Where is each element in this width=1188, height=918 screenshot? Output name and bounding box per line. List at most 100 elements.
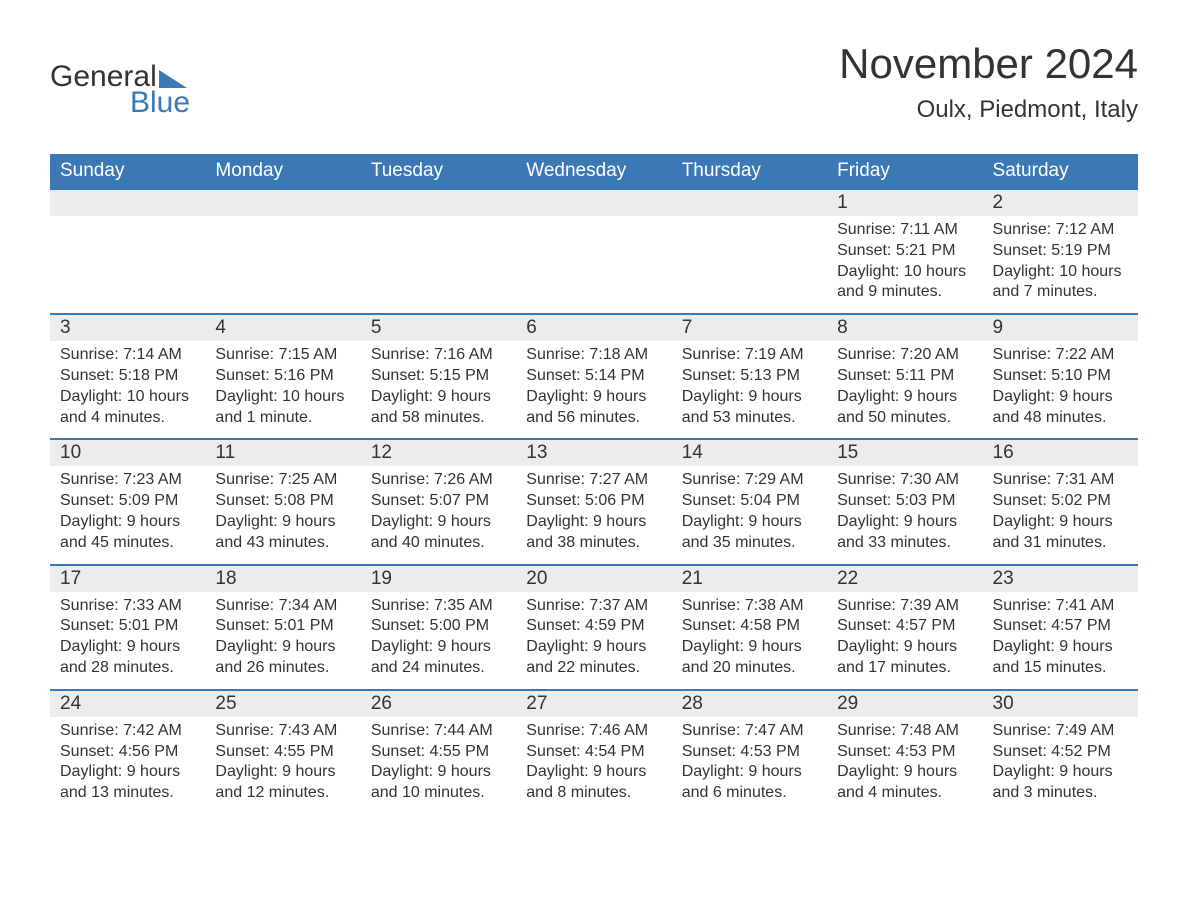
day-number: 11 — [205, 440, 360, 466]
daylight-text: Daylight: 9 hours and 24 minutes. — [371, 637, 506, 679]
day-cell — [50, 190, 205, 313]
day-cell: 21Sunrise: 7:38 AMSunset: 4:58 PMDayligh… — [672, 566, 827, 689]
daylight-text: Daylight: 9 hours and 33 minutes. — [837, 512, 972, 554]
sunset-text: Sunset: 4:56 PM — [60, 742, 195, 763]
day-cell: 13Sunrise: 7:27 AMSunset: 5:06 PMDayligh… — [516, 440, 671, 563]
day-number — [672, 190, 827, 216]
day-cell: 25Sunrise: 7:43 AMSunset: 4:55 PMDayligh… — [205, 691, 360, 814]
daylight-text: Daylight: 9 hours and 3 minutes. — [993, 762, 1128, 804]
weekday-cell: Sunday — [50, 154, 205, 188]
daylight-text: Daylight: 9 hours and 28 minutes. — [60, 637, 195, 679]
sunrise-text: Sunrise: 7:29 AM — [682, 470, 817, 491]
sunset-text: Sunset: 5:10 PM — [993, 366, 1128, 387]
day-number: 9 — [983, 315, 1138, 341]
day-number — [205, 190, 360, 216]
sunrise-text: Sunrise: 7:31 AM — [993, 470, 1128, 491]
daylight-text: Daylight: 10 hours and 7 minutes. — [993, 262, 1128, 304]
day-cell: 29Sunrise: 7:48 AMSunset: 4:53 PMDayligh… — [827, 691, 982, 814]
day-body: Sunrise: 7:34 AMSunset: 5:01 PMDaylight:… — [205, 592, 360, 689]
sunrise-text: Sunrise: 7:43 AM — [215, 721, 350, 742]
sunset-text: Sunset: 5:09 PM — [60, 491, 195, 512]
sunset-text: Sunset: 4:53 PM — [682, 742, 817, 763]
sunset-text: Sunset: 5:02 PM — [993, 491, 1128, 512]
week-row: 10Sunrise: 7:23 AMSunset: 5:09 PMDayligh… — [50, 438, 1138, 563]
day-cell: 15Sunrise: 7:30 AMSunset: 5:03 PMDayligh… — [827, 440, 982, 563]
sunrise-text: Sunrise: 7:30 AM — [837, 470, 972, 491]
day-cell: 17Sunrise: 7:33 AMSunset: 5:01 PMDayligh… — [50, 566, 205, 689]
header: General Blue November 2024 Oulx, Piedmon… — [50, 40, 1138, 124]
day-number: 2 — [983, 190, 1138, 216]
day-cell: 14Sunrise: 7:29 AMSunset: 5:04 PMDayligh… — [672, 440, 827, 563]
day-number: 27 — [516, 691, 671, 717]
day-number: 3 — [50, 315, 205, 341]
day-cell: 23Sunrise: 7:41 AMSunset: 4:57 PMDayligh… — [983, 566, 1138, 689]
sunset-text: Sunset: 4:53 PM — [837, 742, 972, 763]
day-number: 30 — [983, 691, 1138, 717]
sunrise-text: Sunrise: 7:41 AM — [993, 596, 1128, 617]
daylight-text: Daylight: 9 hours and 12 minutes. — [215, 762, 350, 804]
sunrise-text: Sunrise: 7:39 AM — [837, 596, 972, 617]
day-number: 24 — [50, 691, 205, 717]
day-body: Sunrise: 7:22 AMSunset: 5:10 PMDaylight:… — [983, 341, 1138, 438]
day-cell: 24Sunrise: 7:42 AMSunset: 4:56 PMDayligh… — [50, 691, 205, 814]
day-cell: 30Sunrise: 7:49 AMSunset: 4:52 PMDayligh… — [983, 691, 1138, 814]
weekday-cell: Tuesday — [361, 154, 516, 188]
daylight-text: Daylight: 9 hours and 35 minutes. — [682, 512, 817, 554]
day-body: Sunrise: 7:18 AMSunset: 5:14 PMDaylight:… — [516, 341, 671, 438]
day-cell: 18Sunrise: 7:34 AMSunset: 5:01 PMDayligh… — [205, 566, 360, 689]
sunset-text: Sunset: 5:21 PM — [837, 241, 972, 262]
day-cell: 4Sunrise: 7:15 AMSunset: 5:16 PMDaylight… — [205, 315, 360, 438]
day-body: Sunrise: 7:14 AMSunset: 5:18 PMDaylight:… — [50, 341, 205, 438]
daylight-text: Daylight: 10 hours and 9 minutes. — [837, 262, 972, 304]
day-number: 4 — [205, 315, 360, 341]
day-body: Sunrise: 7:35 AMSunset: 5:00 PMDaylight:… — [361, 592, 516, 689]
day-number: 25 — [205, 691, 360, 717]
day-number: 1 — [827, 190, 982, 216]
day-cell: 9Sunrise: 7:22 AMSunset: 5:10 PMDaylight… — [983, 315, 1138, 438]
sunrise-text: Sunrise: 7:26 AM — [371, 470, 506, 491]
day-body: Sunrise: 7:23 AMSunset: 5:09 PMDaylight:… — [50, 466, 205, 563]
day-cell: 8Sunrise: 7:20 AMSunset: 5:11 PMDaylight… — [827, 315, 982, 438]
sunrise-text: Sunrise: 7:25 AM — [215, 470, 350, 491]
daylight-text: Daylight: 9 hours and 48 minutes. — [993, 387, 1128, 429]
sunset-text: Sunset: 4:55 PM — [371, 742, 506, 763]
day-number — [50, 190, 205, 216]
day-number: 29 — [827, 691, 982, 717]
sunset-text: Sunset: 5:08 PM — [215, 491, 350, 512]
day-body: Sunrise: 7:27 AMSunset: 5:06 PMDaylight:… — [516, 466, 671, 563]
daylight-text: Daylight: 9 hours and 40 minutes. — [371, 512, 506, 554]
day-body: Sunrise: 7:19 AMSunset: 5:13 PMDaylight:… — [672, 341, 827, 438]
day-body: Sunrise: 7:42 AMSunset: 4:56 PMDaylight:… — [50, 717, 205, 814]
sunrise-text: Sunrise: 7:22 AM — [993, 345, 1128, 366]
day-body: Sunrise: 7:43 AMSunset: 4:55 PMDaylight:… — [205, 717, 360, 814]
day-number: 14 — [672, 440, 827, 466]
sunrise-text: Sunrise: 7:35 AM — [371, 596, 506, 617]
location: Oulx, Piedmont, Italy — [839, 96, 1138, 124]
sunrise-text: Sunrise: 7:18 AM — [526, 345, 661, 366]
daylight-text: Daylight: 9 hours and 10 minutes. — [371, 762, 506, 804]
day-number: 21 — [672, 566, 827, 592]
sunset-text: Sunset: 5:11 PM — [837, 366, 972, 387]
day-number: 19 — [361, 566, 516, 592]
day-cell: 1Sunrise: 7:11 AMSunset: 5:21 PMDaylight… — [827, 190, 982, 313]
sunset-text: Sunset: 5:13 PM — [682, 366, 817, 387]
week-row: 17Sunrise: 7:33 AMSunset: 5:01 PMDayligh… — [50, 564, 1138, 689]
daylight-text: Daylight: 9 hours and 38 minutes. — [526, 512, 661, 554]
daylight-text: Daylight: 9 hours and 20 minutes. — [682, 637, 817, 679]
day-cell: 26Sunrise: 7:44 AMSunset: 4:55 PMDayligh… — [361, 691, 516, 814]
day-body: Sunrise: 7:38 AMSunset: 4:58 PMDaylight:… — [672, 592, 827, 689]
sunrise-text: Sunrise: 7:14 AM — [60, 345, 195, 366]
day-body: Sunrise: 7:25 AMSunset: 5:08 PMDaylight:… — [205, 466, 360, 563]
day-number: 5 — [361, 315, 516, 341]
day-body: Sunrise: 7:30 AMSunset: 5:03 PMDaylight:… — [827, 466, 982, 563]
day-cell: 27Sunrise: 7:46 AMSunset: 4:54 PMDayligh… — [516, 691, 671, 814]
day-cell: 7Sunrise: 7:19 AMSunset: 5:13 PMDaylight… — [672, 315, 827, 438]
daylight-text: Daylight: 9 hours and 56 minutes. — [526, 387, 661, 429]
daylight-text: Daylight: 9 hours and 50 minutes. — [837, 387, 972, 429]
sunrise-text: Sunrise: 7:12 AM — [993, 220, 1128, 241]
day-body: Sunrise: 7:47 AMSunset: 4:53 PMDaylight:… — [672, 717, 827, 814]
day-body: Sunrise: 7:20 AMSunset: 5:11 PMDaylight:… — [827, 341, 982, 438]
day-number: 23 — [983, 566, 1138, 592]
day-number: 16 — [983, 440, 1138, 466]
daylight-text: Daylight: 10 hours and 4 minutes. — [60, 387, 195, 429]
